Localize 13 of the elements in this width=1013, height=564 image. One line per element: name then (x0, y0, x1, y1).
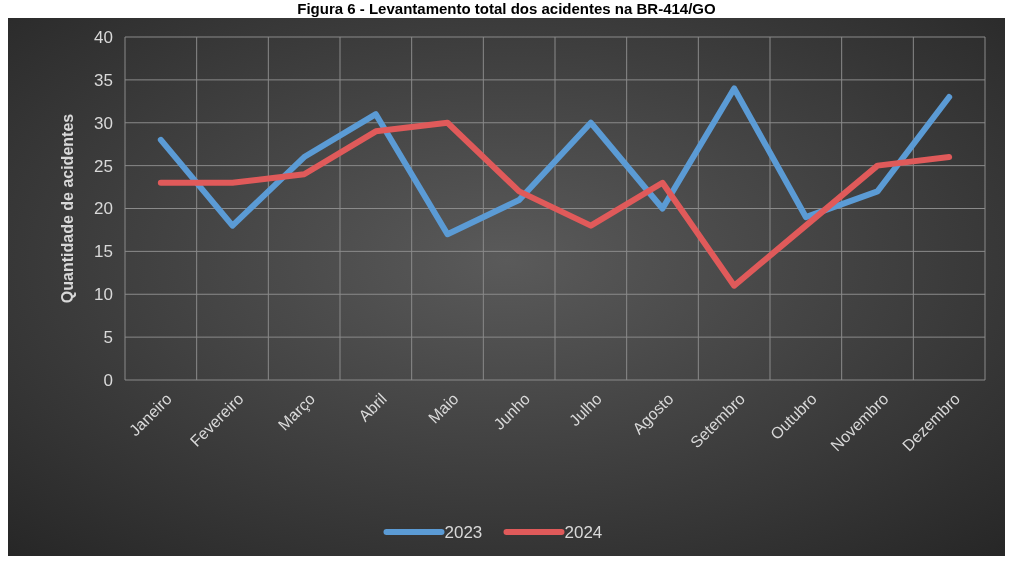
y-tick-label: 20 (94, 199, 113, 219)
y-tick-label: 40 (94, 27, 113, 47)
y-tick-label: 10 (94, 285, 113, 305)
y-tick-label: 15 (94, 242, 113, 262)
y-axis-title: Quantidade de acidentes (59, 113, 76, 304)
y-tick-label: 25 (94, 156, 113, 176)
y-tick-label: 0 (103, 370, 113, 390)
y-tick-label: 35 (94, 70, 113, 90)
y-tick-label: 5 (103, 328, 113, 348)
legend-label: 2023 (444, 522, 483, 542)
chart-title: Figura 6 - Levantamento total dos acidentes na BR-414/GO (297, 0, 717, 17)
y-tick-label: 30 (94, 113, 113, 133)
legend-label: 2024 (564, 522, 603, 542)
